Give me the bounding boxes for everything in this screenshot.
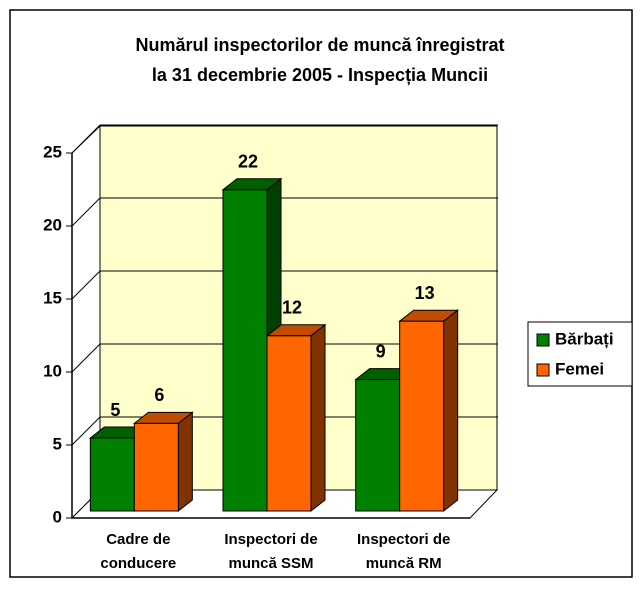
legend-swatch	[536, 333, 550, 347]
grid-line	[71, 270, 101, 300]
x-tick-label: conducere	[100, 555, 176, 572]
y-tick-label: 0	[53, 507, 62, 526]
data-label: 22	[238, 152, 258, 172]
y-tick-label: 20	[43, 215, 62, 234]
chart-title: la 31 decembrie 2005 - Inspecția Muncii	[152, 65, 488, 85]
y-tick-label: 15	[43, 288, 62, 307]
y-tick-label: 5	[53, 434, 62, 453]
y-tick-label: 10	[43, 361, 62, 380]
bar	[222, 189, 268, 512]
data-label: 5	[110, 400, 120, 420]
bar-side	[310, 323, 326, 513]
legend-label: Bărbați	[555, 329, 614, 348]
x-tick-label: Cadre de	[106, 531, 170, 548]
data-label: 9	[376, 341, 386, 361]
x-tick-label: Inspectori de	[357, 531, 450, 548]
x-tick-label: Inspectori de	[224, 531, 317, 548]
x-tick-label: muncă RM	[366, 555, 442, 572]
x-tick-label: muncă SSM	[228, 555, 313, 572]
grid-line	[71, 197, 101, 227]
data-label: 13	[415, 283, 435, 303]
bar	[266, 335, 312, 512]
grid-line	[71, 416, 101, 446]
legend-swatch	[536, 363, 550, 377]
bar-side	[443, 309, 459, 513]
chart-title: Numărul inspectorilor de muncă înregistr…	[135, 35, 504, 55]
bar	[133, 422, 179, 512]
legend-label: Femei	[555, 359, 604, 378]
y-tick-label: 25	[43, 142, 62, 161]
bar-side	[177, 411, 193, 513]
data-label: 6	[154, 385, 164, 405]
grid-line	[71, 124, 101, 154]
bar	[355, 379, 401, 512]
bar	[399, 320, 445, 512]
grid-line	[71, 343, 101, 373]
bar	[89, 437, 135, 512]
data-label: 12	[282, 298, 302, 318]
